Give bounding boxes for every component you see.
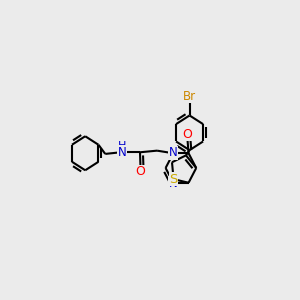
- Text: O: O: [182, 128, 192, 141]
- Text: Br: Br: [183, 90, 196, 103]
- Text: H: H: [118, 141, 127, 152]
- Text: O: O: [136, 165, 146, 178]
- Text: N: N: [118, 146, 127, 159]
- Text: N: N: [169, 146, 177, 159]
- Text: S: S: [169, 173, 178, 186]
- Text: N: N: [169, 177, 178, 190]
